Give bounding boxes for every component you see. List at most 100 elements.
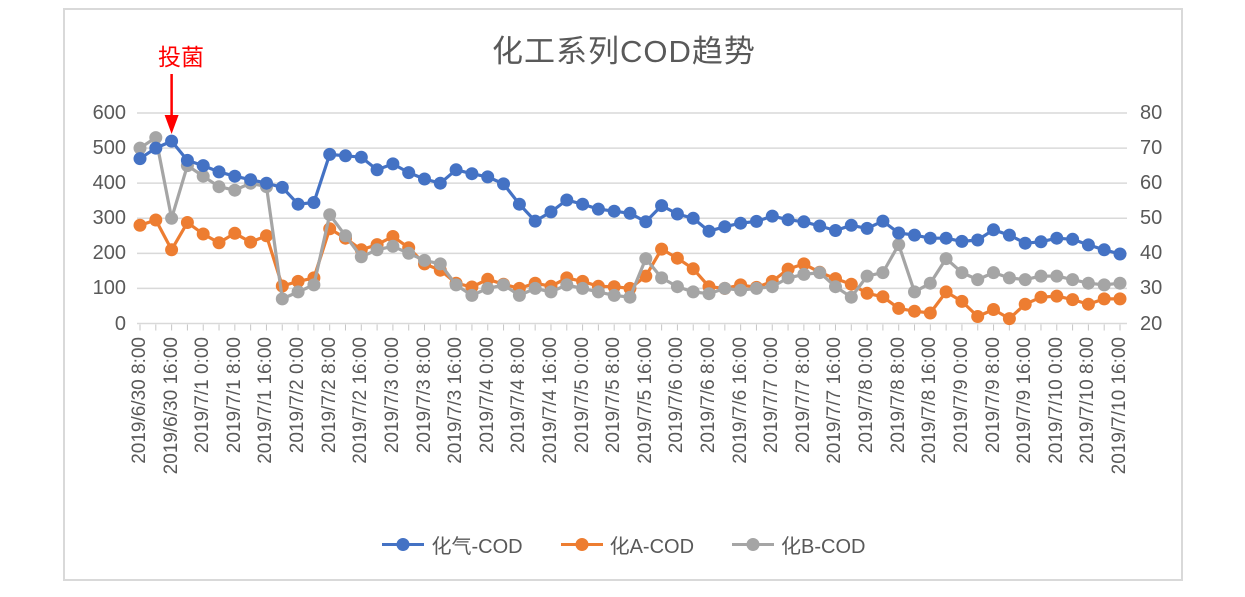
series-marker (291, 197, 305, 211)
left-axis-tick-label: 0 (114, 312, 126, 335)
series-marker (402, 246, 416, 260)
legend-marker-icon (560, 538, 603, 551)
series-marker (1034, 269, 1048, 283)
series-marker (892, 238, 906, 252)
series-marker (955, 294, 969, 308)
series-marker (987, 223, 1000, 237)
series-marker (560, 193, 574, 207)
series-marker (797, 267, 811, 281)
series-marker (591, 285, 605, 299)
series-marker (1097, 243, 1111, 257)
series-marker (212, 165, 226, 179)
series-marker (212, 180, 226, 194)
series-marker (165, 211, 179, 225)
series-marker (734, 216, 748, 230)
series-marker (1066, 273, 1080, 287)
series-marker (1018, 297, 1032, 311)
right-axis-tick-label: 40 (1140, 242, 1163, 265)
series-marker (149, 131, 163, 145)
series-marker (860, 221, 874, 235)
series-marker (1113, 292, 1127, 306)
series-marker (639, 215, 653, 229)
annotation-label: 投菌 (158, 44, 204, 70)
series-marker (860, 286, 874, 300)
series-marker (497, 278, 510, 292)
series-marker (512, 288, 526, 302)
series-marker (576, 197, 590, 211)
series-marker (765, 209, 779, 223)
series-marker (528, 281, 542, 295)
series-marker (244, 235, 258, 249)
series-marker (797, 215, 811, 229)
legend-label: 化气-COD (431, 536, 523, 558)
series-marker (449, 278, 463, 292)
series-marker (402, 166, 416, 180)
series-marker (939, 231, 953, 245)
series-marker (1034, 290, 1048, 304)
series-marker (829, 280, 842, 294)
series-marker (481, 281, 495, 295)
series-marker (433, 176, 447, 190)
series-marker (275, 292, 289, 306)
left-axis-tick-label: 600 (92, 102, 126, 124)
series-marker (386, 239, 400, 253)
series-marker (892, 226, 906, 240)
chart-frame (63, 8, 1183, 581)
series-marker (639, 252, 653, 266)
series-marker (844, 277, 858, 291)
series-marker (1050, 231, 1064, 245)
series-marker (370, 163, 384, 177)
legend-item: 化B-COD (732, 530, 866, 559)
series-marker (370, 243, 384, 257)
series-marker (813, 266, 827, 280)
series-marker (1081, 297, 1095, 311)
series-marker (1066, 293, 1080, 307)
series-marker (275, 180, 289, 194)
series-marker (165, 134, 179, 148)
left-axis-tick-label: 200 (92, 242, 126, 265)
series-marker (876, 266, 890, 280)
series-marker (465, 288, 479, 302)
series-marker (655, 199, 669, 213)
series-marker (196, 227, 210, 241)
series-marker (307, 196, 321, 209)
left-axis-tick-label: 400 (92, 172, 126, 195)
series-marker (323, 208, 337, 222)
right-axis-tick-label: 70 (1140, 137, 1163, 160)
left-axis-tick-label: 100 (92, 277, 126, 300)
series-marker (908, 228, 921, 242)
series-marker (781, 271, 795, 285)
series-marker (1081, 238, 1095, 252)
series-marker (939, 252, 953, 266)
series-marker (260, 229, 273, 243)
series-marker (908, 285, 921, 299)
series-marker (1113, 247, 1127, 261)
series-marker (418, 253, 431, 267)
legend-item: 化A-COD (560, 530, 694, 559)
series-marker (528, 214, 542, 228)
series-marker (260, 176, 273, 190)
series-marker (576, 281, 590, 295)
series-marker (149, 141, 163, 155)
series-marker (133, 141, 147, 155)
series-marker (971, 310, 985, 323)
legend-marker-icon (382, 538, 425, 551)
series-marker (244, 173, 258, 187)
series-marker (923, 231, 937, 245)
series-marker (291, 274, 305, 288)
series-marker (1097, 278, 1111, 292)
series-marker (196, 159, 210, 173)
chart-title: 化工系列COD趋势 (492, 34, 756, 69)
series-line-2 (139, 218, 1120, 321)
right-axis-tick-label: 50 (1140, 207, 1163, 230)
series-marker (876, 214, 890, 228)
series-marker (987, 266, 1000, 280)
series-marker (1081, 276, 1095, 290)
left-axis-tick-label: 300 (92, 207, 126, 230)
series-marker (670, 251, 684, 265)
series-marker (1034, 235, 1048, 249)
series-marker (655, 242, 669, 256)
series-marker (560, 278, 574, 292)
series-marker (339, 229, 352, 243)
series-marker (750, 281, 763, 295)
